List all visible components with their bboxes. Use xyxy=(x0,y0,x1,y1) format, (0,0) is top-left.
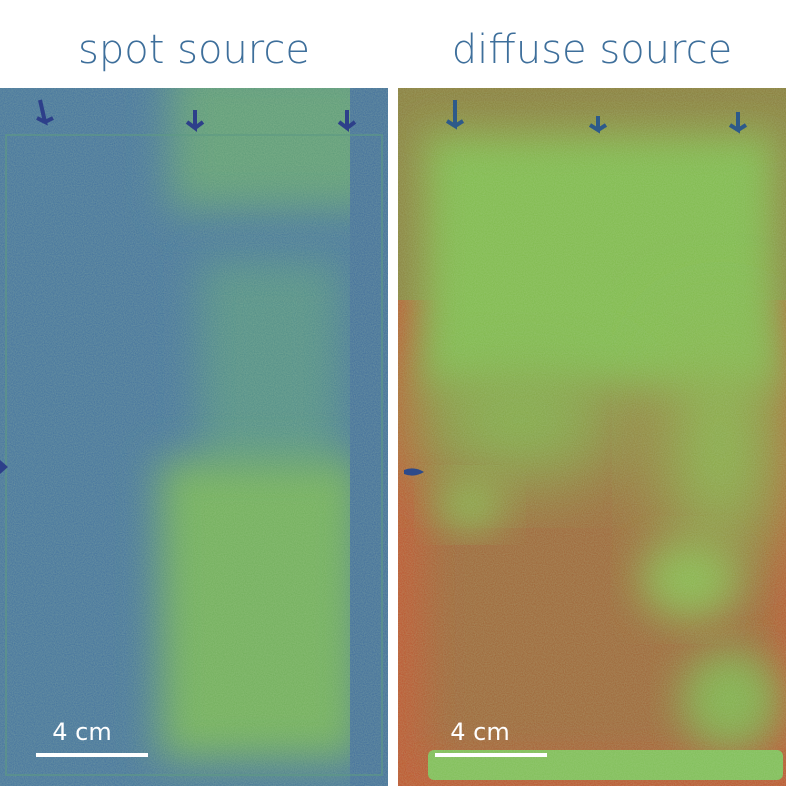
panel-title: diffuse source xyxy=(452,27,732,73)
spot-source-image xyxy=(0,88,388,786)
scale-label: 4 cm xyxy=(450,718,509,746)
scale-label: 4 cm xyxy=(52,718,111,746)
panel-title: spot source xyxy=(78,27,310,73)
diffuse-source-image xyxy=(398,88,786,786)
